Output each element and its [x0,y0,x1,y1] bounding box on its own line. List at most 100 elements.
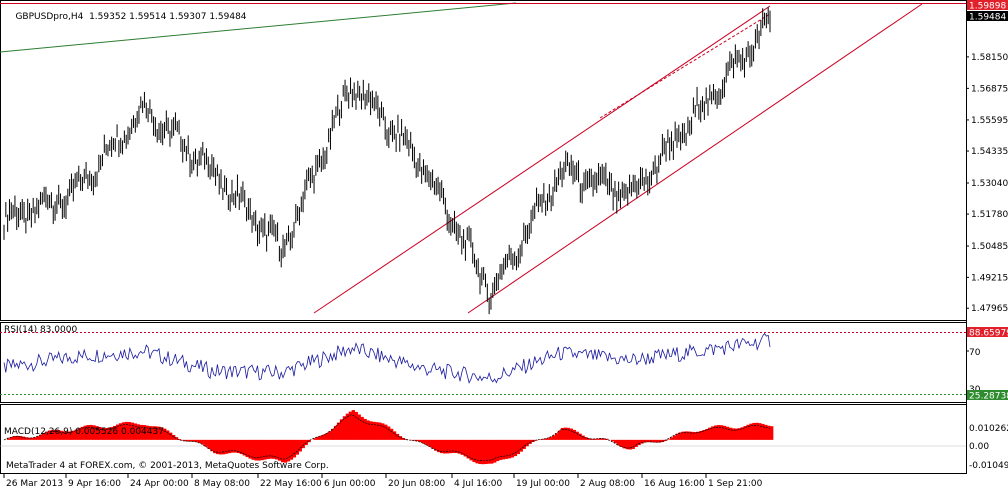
price-tick-label: 1.53040 [971,179,1008,189]
macd-bar [563,427,568,440]
macd-bar [95,426,99,440]
rsi-low-label-box [967,390,1008,400]
macd-bar [133,423,137,440]
channel-lower-line[interactable] [467,3,923,314]
macd-bar [118,423,123,440]
macd-bar [345,413,350,440]
macd-bar [622,439,627,449]
macd-bar [298,439,302,452]
macd-bar [628,439,632,450]
macd-bar [236,439,241,454]
price-pane-title: GBPUSDpro,H4 1.59352 1.59514 1.59307 1.5… [4,2,247,32]
time-tick-label: 19 Jul 00:00 [516,479,570,489]
macd-bar [431,439,435,449]
macd-bar [413,439,417,441]
macd-bar [148,426,152,440]
macd-bar [428,439,432,447]
macd-bar [711,426,715,440]
macd-bar [690,431,694,440]
macd-bar [51,429,55,440]
macd-bar [83,425,87,440]
macd-bar [387,426,391,440]
macd-bar [634,439,638,447]
macd-bar [275,439,279,460]
macd-bar [233,439,238,453]
macd-bar [254,439,258,461]
rsi-series [3,332,771,384]
macd-bar [101,427,105,440]
macd-bar [637,439,641,446]
copyright-label: MetaTrader 4 at FOREX.com, © 2001-2013, … [6,461,329,471]
macd-bar [239,439,244,455]
macd-bar [381,423,385,440]
macd-bar [696,431,700,440]
macd-bar [557,430,562,440]
macd-bar [186,439,191,442]
macd-bar [130,422,135,440]
macd-bar [395,433,400,440]
macd-bar [460,439,464,455]
price-series [3,7,771,315]
green-trend-line[interactable] [0,2,517,53]
time-tick-label: 24 Apr 00:00 [130,479,189,489]
macd-bar [54,429,58,440]
macd-bar [12,436,17,440]
time-axis: 26 Mar 2013 9 Apr 16:00 24 Apr 00:00 8 May … [3,474,763,489]
macd-bar [177,439,182,440]
macd-bar [543,438,547,440]
channel-upper-line[interactable] [313,5,771,314]
channel-mid-dashed-line[interactable] [599,13,771,119]
macd-bar [269,439,273,459]
macd-bar [142,425,146,440]
rsi-high-label: 88.65979 [969,329,1008,339]
macd-bar [322,434,326,440]
macd-bar [484,439,488,465]
time-tick-label: 1 Sep 21:00 [708,479,763,489]
macd-bar [498,439,503,460]
macd-bar [319,435,323,440]
macd-bar [528,439,532,444]
macd-bar [722,425,727,440]
macd-bar [734,428,738,440]
macd-tick-top: 0.010262 [969,424,1008,434]
macd-bar [740,427,744,440]
macd-bar [354,411,358,440]
macd-bar [80,426,84,440]
macd-bar [86,425,90,440]
macd-bar [331,428,335,440]
ohlc-label: 1.59352 1.59514 1.59307 1.59484 [89,12,247,22]
price-tick-label: 1.58150 [971,53,1008,63]
macd-bar [71,430,76,440]
macd-bar [454,439,459,454]
macd-bar [151,426,155,440]
macd-bar [366,420,370,440]
macd-bar [525,439,529,447]
macd-bar [708,427,712,440]
macd-bar [210,439,214,452]
macd-bar [272,439,276,459]
macd-bar [257,439,261,461]
macd-bar [57,430,61,440]
macd-bar [725,426,730,440]
macd-tick-zero: 0.00 [969,442,989,452]
rsi-high-label-box [967,327,1008,337]
price-tick-label: 1.55595 [971,116,1008,126]
macd-bar [313,438,317,440]
macd-bar [251,439,255,460]
macd-tick-bottom: -0.010497 [969,461,1008,471]
macd-bar [496,439,500,462]
macd-bar [342,416,347,440]
time-tick-label: 20 Jun 08:00 [388,479,445,489]
macd-bar [554,433,559,440]
macd-bar [245,439,249,458]
macd-bar [752,422,756,440]
macd-bar [92,425,96,440]
macd-bar [478,439,482,465]
macd-bar [596,438,600,440]
time-tick-label: 8 May 08:00 [194,479,250,489]
macd-bar [316,436,320,440]
macd-bar [493,439,497,463]
macd-bar [110,427,114,440]
